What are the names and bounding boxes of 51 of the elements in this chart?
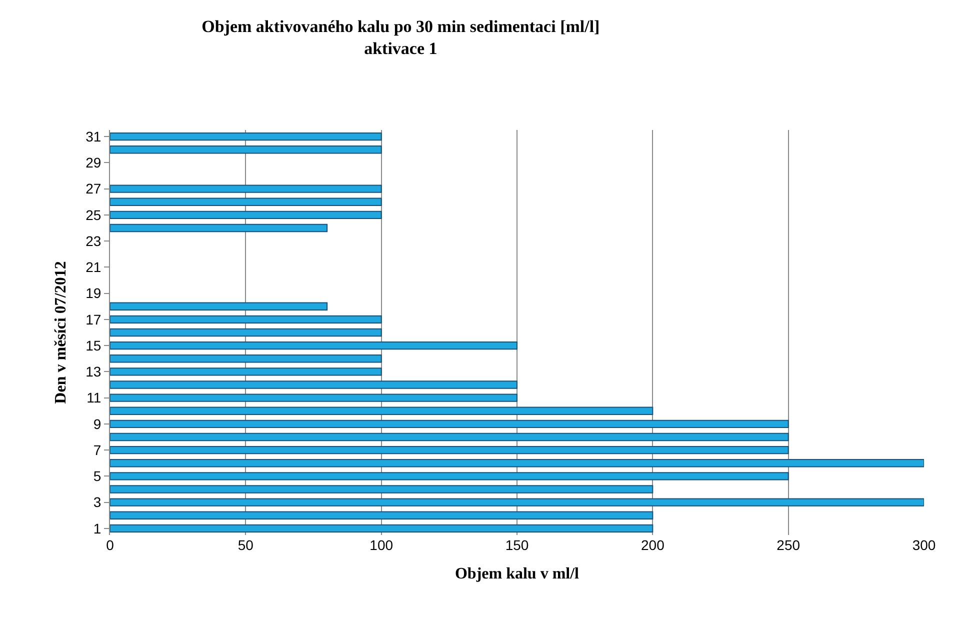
y-tick-label: 5 <box>93 468 102 484</box>
bar <box>110 368 382 376</box>
y-tick-label: 25 <box>86 206 102 223</box>
bar <box>110 224 328 232</box>
x-tick-label: 250 <box>776 537 800 553</box>
y-tick-label: 31 <box>86 128 102 144</box>
bar <box>110 354 382 363</box>
chart-title: Objem aktivovaného kalu po 30 min sedimentaci [ml/l] <box>202 16 600 36</box>
y-tick-label: 1 <box>93 520 102 536</box>
bar <box>110 394 518 402</box>
bar <box>110 132 382 141</box>
y-tick-label: 7 <box>93 442 102 458</box>
x-tick-label: 150 <box>505 537 529 553</box>
bar <box>110 498 924 506</box>
bar <box>110 511 654 520</box>
bar <box>110 184 382 193</box>
x-tick-label: 50 <box>238 537 254 553</box>
bar <box>110 146 382 154</box>
chart-subtitle: aktivace 1 <box>364 38 438 58</box>
bar <box>110 472 789 480</box>
x-axis-title: Objem kalu v ml/l <box>454 566 580 583</box>
bar <box>110 406 654 415</box>
bar <box>110 210 382 220</box>
y-tick-label: 15 <box>86 337 102 354</box>
y-axis-title: Den v měsíci 07/2012 <box>52 261 70 404</box>
y-tick-label: 11 <box>86 390 102 406</box>
y-tick-label: 17 <box>86 311 102 328</box>
y-tick-label: 23 <box>86 232 102 249</box>
x-tick-label: 300 <box>912 537 936 553</box>
bar <box>110 446 789 454</box>
y-tick-label: 19 <box>86 285 102 302</box>
bar <box>110 315 382 324</box>
y-tick-label: 27 <box>86 180 102 197</box>
bar <box>110 380 518 389</box>
bar <box>110 459 924 468</box>
x-tick-label: 100 <box>370 537 394 553</box>
bar <box>110 302 328 310</box>
bar <box>110 524 654 533</box>
y-tick-label: 3 <box>93 494 102 510</box>
y-tick-label: 29 <box>86 154 102 171</box>
x-tick-label: 200 <box>640 537 665 553</box>
y-tick-label: 13 <box>86 364 102 380</box>
bar <box>110 341 518 350</box>
bar <box>110 420 789 428</box>
x-tick-label: 0 <box>106 537 114 553</box>
bar <box>110 432 789 442</box>
y-tick-label: 21 <box>86 259 102 276</box>
y-tick-label: 9 <box>93 416 102 432</box>
bar <box>110 328 382 337</box>
bar <box>110 485 654 494</box>
bar <box>110 198 382 206</box>
